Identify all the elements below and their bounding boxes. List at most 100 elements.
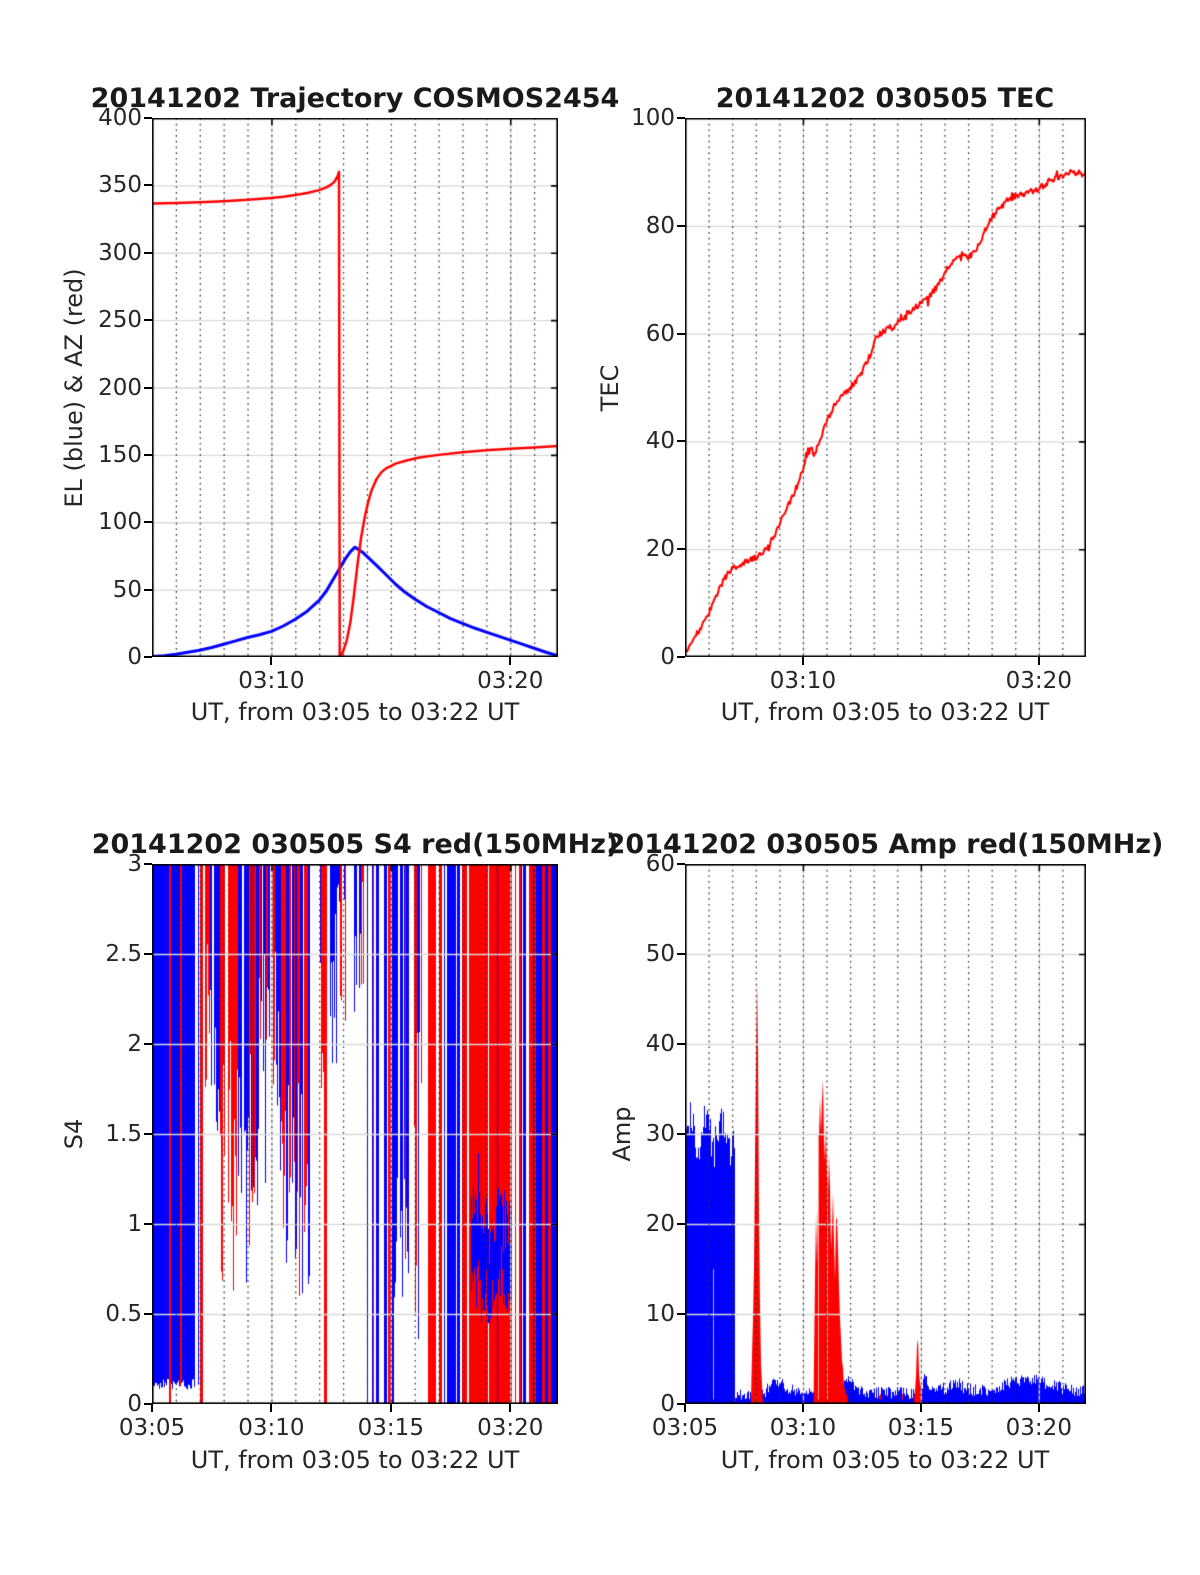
s4-ytick-label: 0.5 [105,1301,142,1327]
trajectory-ytick-label: 100 [98,509,142,536]
trajectory-ytick-label: 400 [98,105,142,131]
amp-canvas [685,864,1086,1404]
amp-ytick-label: 0 [660,1391,675,1417]
amp-xtick-label: 03:10 [769,1415,837,1441]
s4-ytick-label: 2.5 [105,941,142,967]
s4-xtick-label: 03:05 [118,1415,186,1441]
trajectory-xtick-mark [509,657,512,665]
s4-ytick-mark [144,1313,152,1315]
s4-ytick-mark [144,863,152,865]
amp-ytick-mark [677,1043,685,1045]
trajectory-xlabel: UT, from 03:05 to 03:22 UT [190,698,520,726]
tec-ytick-mark [677,656,685,658]
amp-xtick-mark [684,1404,686,1412]
trajectory-ytick-mark [144,521,152,524]
s4-xtick-mark [151,1404,153,1412]
amp-xtick-label: 03:15 [887,1415,955,1441]
amp-xtick-label: 03:05 [651,1415,719,1441]
tec-xtick-label: 03:10 [769,668,837,694]
amp-xtick-label: 03:20 [1005,1415,1072,1441]
trajectory-ytick-mark [144,251,152,254]
amp-ytick-mark [677,1133,685,1135]
tec-ytick-label: 80 [645,212,675,239]
tec-ytick-mark [677,224,685,227]
s4-xtick-mark [509,1404,512,1412]
s4-ytick-mark [144,1133,152,1135]
trajectory-ytick-label: 200 [98,374,142,401]
amp-plot-area [685,864,1086,1404]
s4-xlabel: UT, from 03:05 to 03:22 UT [190,1446,520,1474]
tec-ytick-label: 100 [631,105,675,131]
tec-xlabel: UT, from 03:05 to 03:22 UT [720,698,1050,726]
trajectory-ytick-label: 0 [127,644,142,670]
tec-ytick-label: 0 [660,644,675,670]
trajectory-ytick-label: 50 [112,576,142,603]
trajectory-ytick-label: 300 [98,239,142,266]
s4-ytick-mark [144,1403,152,1405]
trajectory-xtick-mark [270,657,273,665]
amp-ytick-mark [677,1313,685,1315]
s4-xtick-label: 03:10 [238,1415,305,1441]
tec-canvas [685,118,1086,657]
amp-xtick-mark [801,1404,804,1412]
tec-ytick-label: 60 [645,320,675,347]
tec-ylabel: TEC [596,364,624,412]
amp-ytick-label: 10 [645,1301,675,1327]
s4-xtick-mark [270,1404,273,1412]
tec-xtick-mark [801,657,804,665]
s4-plot-area [152,864,558,1404]
tec-ytick-mark [677,548,685,551]
trajectory-xtick-label: 03:20 [477,668,544,694]
trajectory-canvas [152,118,558,657]
tec-ytick-label: 20 [645,536,675,563]
s4-ytick-label: 1.5 [105,1121,142,1147]
s4-xtick-label: 03:20 [477,1415,544,1441]
trajectory-ytick-mark [144,319,152,322]
amp-xtick-mark [919,1404,922,1412]
s4-ytick-mark [144,953,152,955]
tec-ytick-mark [677,440,685,443]
s4-title: 20141202 030505 S4 red(150MHz) [91,829,619,860]
trajectory-ytick-label: 150 [98,441,142,468]
amp-title: 20141202 030505 Amp red(150MHz) [606,829,1164,860]
amp-xlabel: UT, from 03:05 to 03:22 UT [720,1446,1050,1474]
tec-plot-area [685,118,1086,657]
amp-xtick-mark [1037,1404,1040,1412]
trajectory-ytick-mark [144,117,152,119]
amp-ytick-label: 50 [645,941,675,967]
amp-ytick-label: 40 [645,1031,675,1057]
s4-ytick-mark [144,1043,152,1045]
trajectory-ytick-mark [144,453,152,456]
s4-canvas [152,864,558,1404]
trajectory-plot-area [152,118,558,657]
trajectory-ytick-mark [144,588,152,591]
trajectory-xtick-label: 03:10 [238,668,305,694]
tec-xtick-label: 03:20 [1005,668,1072,694]
amp-ytick-mark [677,863,685,865]
s4-xtick-mark [389,1404,392,1412]
tec-ytick-mark [677,332,685,335]
amp-ytick-mark [677,1223,685,1225]
trajectory-ytick-label: 250 [98,307,142,334]
s4-ytick-label: 0 [127,1391,142,1417]
s4-ytick-mark [144,1223,152,1225]
trajectory-ytick-label: 350 [98,172,142,199]
amp-ytick-mark [677,953,685,955]
amp-ytick-mark [677,1403,685,1405]
tec-ytick-label: 40 [645,428,675,455]
amp-ytick-label: 60 [645,851,675,877]
s4-ytick-label: 3 [127,851,142,877]
tec-xtick-mark [1037,657,1040,665]
tec-title: 20141202 030505 TEC [715,83,1055,114]
trajectory-title: 20141202 Trajectory COSMOS2454 [90,83,620,114]
trajectory-ytick-mark [144,184,152,187]
trajectory-ytick-mark [144,656,152,658]
s4-xtick-label: 03:15 [357,1415,424,1441]
amp-ytick-label: 30 [645,1121,675,1147]
s4-ytick-label: 2 [127,1031,142,1057]
trajectory-ytick-mark [144,386,152,389]
tec-ytick-mark [677,117,685,119]
amp-ytick-label: 20 [645,1211,675,1237]
s4-ytick-label: 1 [127,1211,142,1237]
